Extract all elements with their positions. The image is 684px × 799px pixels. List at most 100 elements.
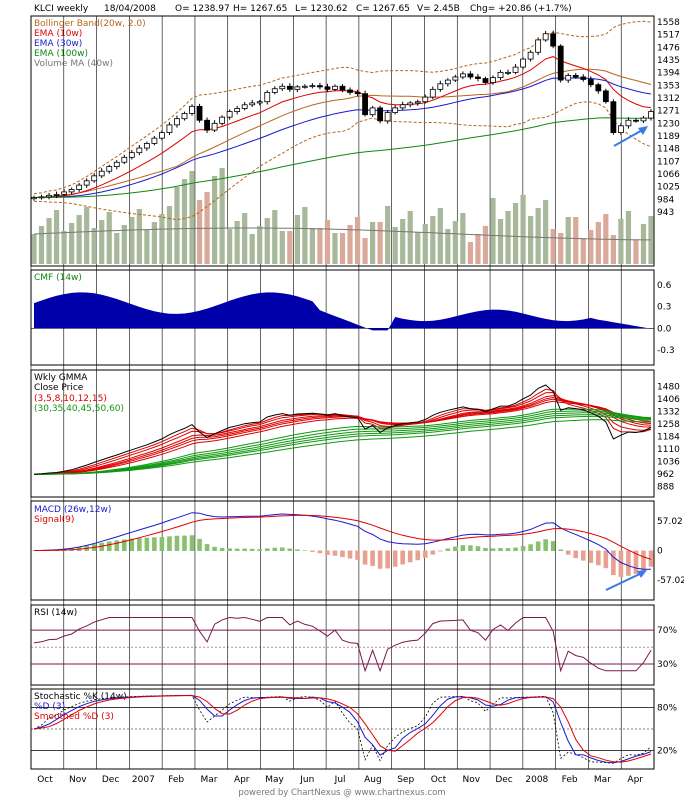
x-tick-label: Mar [594, 775, 611, 785]
candle-body [625, 119, 632, 127]
macd-histogram-bar [513, 547, 518, 551]
macd-y-tick-label: -57.02 [657, 576, 684, 586]
macd-histogram-bar [535, 541, 541, 551]
volume-bar [106, 212, 112, 264]
header-change: Chg= +20.86 (+1.7%) [470, 4, 572, 14]
candle-body [219, 116, 226, 124]
gmma-long-label: (30,35,40,45,50,60) [34, 404, 124, 414]
volume-bar [294, 215, 300, 264]
volume-bar [377, 222, 383, 264]
footer-credit: powered by ChartNexus @ www.chartnexus.c… [238, 788, 445, 798]
price-y-tick-label: 1394 [657, 69, 680, 79]
volume-bar [31, 234, 37, 264]
volume-bar [38, 226, 45, 264]
macd-title: MACD (26w,12w) [34, 505, 111, 515]
macd-histogram-bar [310, 550, 315, 552]
volume-bar [445, 229, 451, 264]
candle-body [301, 85, 308, 88]
volume-bar [625, 211, 632, 264]
candle-body [241, 104, 248, 109]
gmma-short-line [33, 400, 652, 475]
macd-histogram-bar [528, 544, 533, 551]
gmma-title: Wkly GMMA [34, 373, 88, 383]
volume-bar [211, 176, 218, 264]
candle-body [587, 79, 594, 86]
candle-body [91, 175, 98, 182]
volume-bar [475, 234, 481, 264]
cmf-title: CMF (14w) [34, 273, 82, 283]
gmma-y-tick-label: 1036 [657, 457, 680, 467]
candle-body [602, 90, 609, 103]
x-tick-label: Feb [168, 775, 184, 785]
macd-histogram-bar [159, 536, 165, 551]
header-open: O= 1238.97 [175, 4, 230, 14]
volume-bar [219, 168, 225, 264]
macd-histogram-bar [505, 548, 511, 551]
x-tick-label: Mar [200, 775, 217, 785]
volume-bar [339, 233, 346, 264]
price-y-tick-label: 1353 [657, 81, 680, 91]
price-y-tick-label: 1435 [657, 56, 680, 66]
volume-bar [422, 224, 428, 264]
macd-histogram-bar [490, 548, 496, 551]
macd-histogram-bar [182, 535, 187, 551]
candle-body [324, 86, 331, 90]
volume-bar [302, 207, 308, 264]
candle-body [535, 39, 542, 53]
volume-bar [400, 219, 406, 264]
macd-histogram-bar [362, 550, 368, 565]
macd-histogram-bar [596, 550, 601, 566]
volume-bar [347, 225, 353, 264]
stoch-k-line [33, 694, 652, 764]
gmma-y-tick-label: 1184 [657, 433, 680, 443]
volume-bar [535, 208, 541, 264]
candle-body [497, 71, 504, 79]
candle-body [384, 112, 391, 122]
price-y-tick-label: 1189 [657, 132, 680, 142]
header-date: 18/04/2008 [104, 4, 156, 14]
price-y-tick-label: 1476 [657, 43, 680, 53]
volume-bar [497, 219, 504, 264]
candle-body [121, 156, 128, 163]
x-tick-label: Nov [69, 775, 87, 785]
candle-body [309, 85, 316, 88]
candle-body [640, 117, 647, 122]
x-tick-label: Nov [462, 775, 480, 785]
volume-bar [99, 220, 105, 264]
macd-histogram-bar [234, 548, 240, 551]
macd-histogram-bar [317, 550, 323, 554]
macd-histogram-bar [618, 550, 624, 577]
candle-body [256, 101, 263, 104]
volume-bar [430, 216, 436, 264]
macd-histogram-bar [550, 541, 556, 551]
bollinger-middle-line [33, 68, 652, 198]
macd-histogram-bar [520, 546, 526, 551]
candle-body [234, 108, 241, 112]
macd-histogram-bar [347, 550, 353, 559]
volume-bar [46, 218, 52, 264]
gmma-long-line [34, 410, 652, 475]
gmma-close-line [33, 384, 652, 475]
macd-line [33, 512, 652, 570]
stoch-y-tick-label: 20% [657, 747, 677, 757]
header-high: H= 1267.65 [233, 4, 287, 14]
gmma-short-label: (3,5,8,10,12,15) [34, 394, 107, 404]
volume-bar [61, 231, 67, 264]
macd-histogram-bar [558, 549, 564, 551]
macd-histogram-bar [603, 550, 609, 569]
ema100-line [34, 117, 652, 198]
candle-body [83, 180, 90, 186]
macd-histogram-bar [573, 550, 579, 559]
macd-histogram-bar [355, 550, 360, 560]
x-tick-label: Apr [234, 775, 250, 785]
macd-histogram-bar [174, 535, 180, 551]
trend-arrow-head [638, 126, 648, 135]
candle-body [286, 85, 293, 90]
volume-bar [543, 200, 549, 264]
candle-body [226, 111, 233, 118]
volume-bar [505, 211, 511, 264]
ema30-line [33, 77, 652, 198]
volume-bar [528, 216, 534, 264]
candle-body [271, 88, 278, 93]
macd-histogram-bar [422, 550, 428, 558]
